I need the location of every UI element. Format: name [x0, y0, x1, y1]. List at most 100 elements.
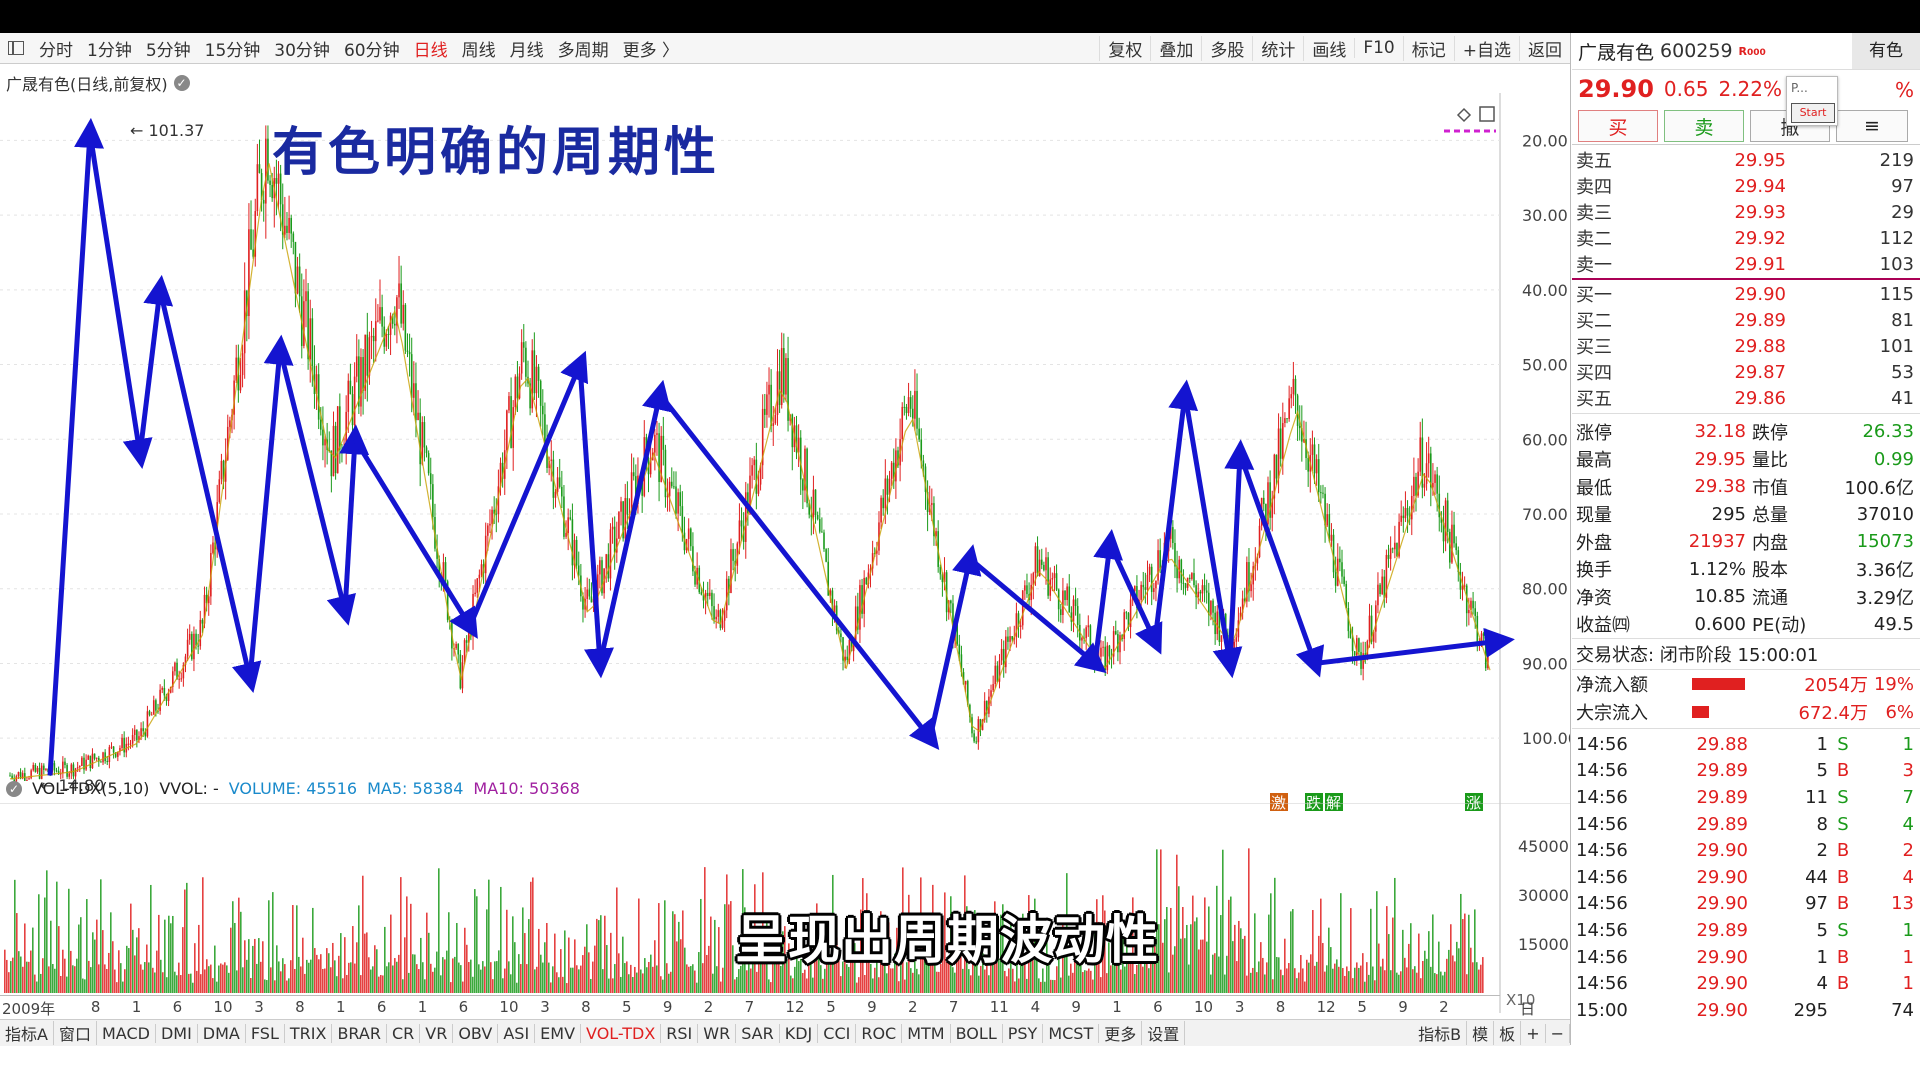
more-button[interactable]: ≡ — [1836, 110, 1908, 142]
tick-price: 29.89 — [1696, 786, 1748, 808]
cycle-arrow — [1224, 439, 1255, 664]
stat-label: 市值 — [1752, 477, 1788, 499]
stat-row: 最低 29.38 市值 100.6亿 — [1572, 473, 1920, 501]
stat-row: 涨停 32.18 跌停 26.33 — [1572, 418, 1920, 446]
indicator-right-tab-4[interactable]: − — [1546, 1023, 1570, 1043]
period-tab-0[interactable]: 分时 — [39, 40, 73, 61]
date-tick-6: 8 — [295, 998, 305, 1016]
indicator-tab-20[interactable]: MTM — [902, 1023, 951, 1043]
indicator-tab-3[interactable]: DMI — [156, 1023, 198, 1043]
tick-n: 1 — [1902, 919, 1914, 941]
tool-button-4[interactable]: 画线 — [1303, 35, 1354, 61]
period-tab-4[interactable]: 30分钟 — [274, 40, 330, 61]
y-tick-label: 60.00 — [1522, 430, 1568, 449]
period-tab-5[interactable]: 60分钟 — [343, 40, 400, 61]
start-popup: P... Start — [1786, 76, 1838, 126]
period-tab-2[interactable]: 5分钟 — [145, 40, 191, 61]
period-tab-9[interactable]: 多周期 — [557, 40, 609, 61]
tick-row: 14:56 29.90 1 B 1 — [1572, 944, 1920, 971]
tick-row: 14:56 29.90 2 B 2 — [1572, 837, 1920, 864]
period-tab-10[interactable]: 更多 〉 — [622, 40, 679, 61]
indicator-tab-6[interactable]: TRIX — [285, 1023, 333, 1043]
indicator-tab-7[interactable]: BRAR — [332, 1023, 387, 1043]
indicator-tab-15[interactable]: WR — [698, 1023, 737, 1043]
diamond-icon[interactable] — [1456, 107, 1472, 123]
indicator-tab-0[interactable]: 指标A — [0, 1021, 54, 1045]
badge-bg — [1325, 793, 1343, 811]
settings-icon[interactable]: ✓ — [173, 75, 190, 91]
indicator-right-tab-2[interactable]: 板 — [1494, 1021, 1522, 1045]
sell-button[interactable]: 卖 — [1664, 110, 1744, 142]
indicator-tab-12[interactable]: EMV — [535, 1023, 582, 1043]
tick-n: 13 — [1891, 893, 1914, 915]
panel-icon[interactable] — [1479, 106, 1495, 122]
flow-bar — [1688, 706, 1778, 718]
indicator-tab-17[interactable]: KDJ — [780, 1023, 819, 1043]
bid-label: 买三 — [1576, 337, 1612, 358]
period-tab-1[interactable]: 1分钟 — [87, 40, 132, 61]
layout-toggle-icon[interactable] — [8, 41, 24, 55]
tool-button-6[interactable]: 标记 — [1402, 35, 1454, 61]
indicator-tab-13[interactable]: VOL-TDX — [581, 1023, 662, 1043]
start-button[interactable]: Start — [1791, 103, 1835, 123]
tool-button-3[interactable]: 统计 — [1252, 35, 1303, 61]
indicator-tab-1[interactable]: 窗口 — [54, 1021, 97, 1045]
stat-row: 换手 1.12% 股本 3.36亿 — [1572, 556, 1920, 584]
bid-price: 29.90 — [1734, 283, 1786, 305]
indicator-tab-24[interactable]: 更多 — [1099, 1021, 1143, 1045]
indicator-tab-10[interactable]: OBV — [453, 1023, 499, 1043]
period-tab-3[interactable]: 15分钟 — [204, 40, 261, 61]
indicator-tab-4[interactable]: DMA — [198, 1023, 246, 1043]
price-chart[interactable]: 100.00 90.00 80.00 70.00 60.00 50.00 40.00 30.0… — [0, 93, 1570, 813]
tick-n: 3 — [1902, 760, 1914, 782]
period-tab-7[interactable]: 周线 — [461, 40, 496, 61]
ask-label: 卖四 — [1576, 177, 1612, 198]
period-tab-8[interactable]: 月线 — [509, 40, 544, 61]
tool-button-0[interactable]: 复权 — [1099, 35, 1150, 61]
indicator-tab-8[interactable]: CR — [387, 1023, 421, 1043]
buy-button[interactable]: 买 — [1578, 110, 1658, 142]
indicator-tab-23[interactable]: MCST — [1043, 1023, 1100, 1043]
book-sep — [1572, 413, 1920, 414]
indicator-tab-18[interactable]: CCI — [818, 1023, 857, 1043]
indicator-tab-11[interactable]: ASI — [498, 1023, 536, 1043]
date-tick-31: 12 — [1316, 998, 1336, 1016]
tool-button-2[interactable]: 多股 — [1201, 35, 1252, 61]
indicator-right-tab-1[interactable]: 模 — [1467, 1021, 1495, 1045]
period-tab-6[interactable]: 日线 — [413, 40, 448, 61]
indicator-tab-22[interactable]: PSY — [1003, 1023, 1044, 1043]
tick-row: 15:00 29.90 295 74 — [1572, 997, 1920, 1024]
indicator-tab-21[interactable]: BOLL — [951, 1023, 1003, 1043]
tool-button-1[interactable]: 叠加 — [1150, 35, 1201, 61]
flow-label: 大宗流入 — [1576, 703, 1648, 724]
indicator-tab-25[interactable]: 设置 — [1142, 1021, 1186, 1045]
y-tick-label: 50.00 — [1522, 356, 1568, 375]
tick-vol: 97 — [1805, 893, 1828, 915]
sector-button[interactable]: 有色 — [1852, 33, 1920, 69]
volume-chart[interactable]: 45000 30000 15000 X10 — [0, 803, 1570, 1013]
tick-vol: 11 — [1805, 786, 1828, 808]
tool-button-8[interactable]: 返回 — [1519, 35, 1570, 61]
tick-vol: 1 — [1816, 733, 1828, 755]
indicator-right-tab-0[interactable]: 指标B — [1413, 1021, 1468, 1045]
volume-settings-icon[interactable]: ✓ — [6, 780, 22, 797]
tool-button-5[interactable]: F10 — [1354, 38, 1402, 58]
tick-n: 1 — [1902, 733, 1914, 755]
date-tick-13: 8 — [581, 998, 591, 1016]
y-tick-label: 90.00 — [1522, 654, 1568, 673]
indicator-tab-16[interactable]: SAR — [736, 1023, 780, 1043]
indicator-tab-9[interactable]: VR — [420, 1023, 454, 1043]
indicator-tab-2[interactable]: MACD — [97, 1023, 156, 1043]
tool-button-7[interactable]: +自选 — [1453, 35, 1519, 61]
date-tick-8: 6 — [376, 998, 387, 1016]
ask-price: 29.94 — [1734, 175, 1786, 197]
bid-label: 买四 — [1576, 363, 1612, 384]
tick-time: 14:56 — [1576, 866, 1628, 888]
indicator-tab-5[interactable]: FSL — [246, 1023, 285, 1043]
indicator-right-tab-3[interactable]: + — [1521, 1023, 1546, 1043]
indicator-tab-14[interactable]: RSI — [661, 1023, 699, 1043]
volume-value: VOLUME: 45516 — [228, 779, 358, 798]
bid-vol: 101 — [1879, 335, 1914, 357]
indicator-tab-19[interactable]: ROC — [856, 1023, 903, 1043]
cycle-arrow — [87, 132, 153, 470]
